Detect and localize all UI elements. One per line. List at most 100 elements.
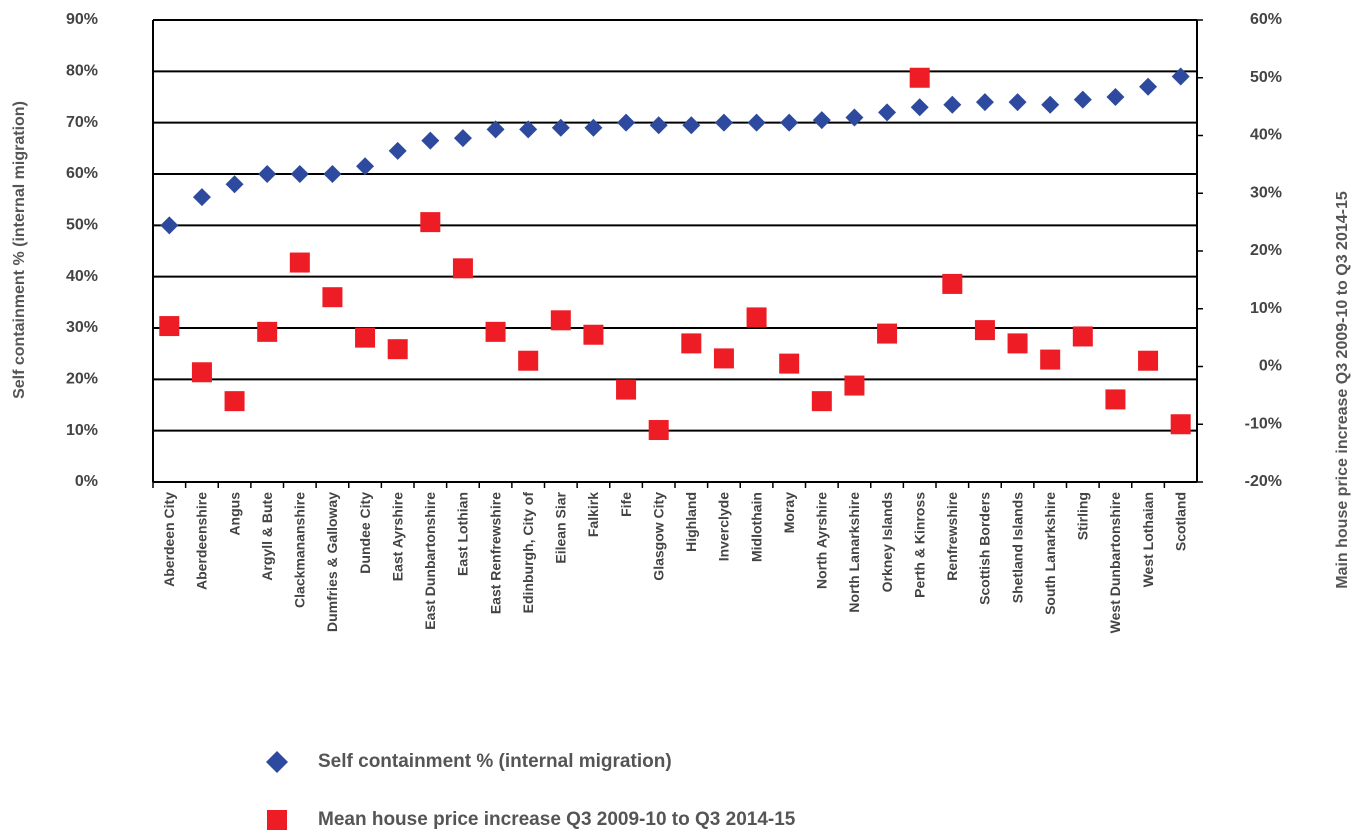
x-tick-label: Orkney Islands xyxy=(879,492,895,593)
diamond-marker xyxy=(1008,93,1027,112)
square-marker xyxy=(779,353,800,374)
diamond-marker xyxy=(780,113,799,132)
square-marker xyxy=(452,258,473,279)
y2-tick-label: 40% xyxy=(1250,127,1282,144)
square-marker xyxy=(191,362,212,383)
x-tick-label: Moray xyxy=(781,492,797,533)
x-tick-label: Angus xyxy=(226,492,242,536)
y-tick-label: 30% xyxy=(66,319,98,336)
square-marker xyxy=(942,273,963,294)
square-marker xyxy=(420,212,441,233)
diamond-marker xyxy=(747,113,766,132)
x-tick-label: Highland xyxy=(683,492,699,552)
diamond-marker xyxy=(878,103,897,122)
diamond-marker xyxy=(910,98,929,117)
legend-marker xyxy=(266,751,288,773)
x-tick-label: Argyll & Bute xyxy=(259,492,275,581)
legend-marker xyxy=(267,810,287,830)
diamond-marker xyxy=(551,118,570,137)
diamond-marker xyxy=(845,108,864,127)
diamond-marker xyxy=(943,95,962,114)
diamond-marker xyxy=(388,141,407,160)
x-tick-label: Clackmananshire xyxy=(292,492,308,608)
y-tick-label: 0% xyxy=(75,473,98,490)
diamond-marker xyxy=(584,118,603,137)
square-marker xyxy=(1105,389,1126,410)
y-tick-label: 10% xyxy=(66,422,98,439)
x-tick-label: Midlothain xyxy=(748,492,764,562)
y2-tick-label: 0% xyxy=(1259,358,1282,375)
square-marker xyxy=(746,307,767,328)
square-marker xyxy=(974,320,995,341)
square-marker xyxy=(550,310,571,331)
y-tick-label: 60% xyxy=(66,165,98,182)
diamond-marker xyxy=(486,120,505,139)
square-marker xyxy=(257,321,278,342)
square-marker xyxy=(877,323,898,344)
diamond-marker xyxy=(1041,95,1060,114)
square-marker xyxy=(485,321,506,342)
y2-tick-label: 10% xyxy=(1250,300,1282,317)
square-marker xyxy=(713,348,734,369)
x-tick-label: West Lothaian xyxy=(1140,492,1156,587)
diamond-marker xyxy=(453,129,472,148)
x-tick-label: East Renfrewshire xyxy=(487,492,503,614)
x-tick-label: Aberdeenshire xyxy=(194,492,210,590)
x-tick-label: Scottish Borders xyxy=(977,492,993,605)
y2-tick-label: -20% xyxy=(1245,473,1282,490)
y-tick-label: 40% xyxy=(66,268,98,285)
x-tick-label: Inverclyde xyxy=(716,492,732,561)
y-tick-label: 90% xyxy=(66,11,98,28)
y2-tick-label: -10% xyxy=(1245,415,1282,432)
diamond-marker xyxy=(649,116,668,135)
square-marker xyxy=(224,391,245,412)
square-marker xyxy=(1170,414,1191,435)
diamond-marker xyxy=(323,165,342,183)
diamond-marker xyxy=(160,216,179,235)
x-tick-label: Edinburgh, City of xyxy=(520,492,536,614)
x-tick-label: Glasgow City xyxy=(650,492,666,581)
x-tick-label: Falkirk xyxy=(585,492,601,537)
diamond-marker xyxy=(812,111,831,130)
diamond-marker xyxy=(356,157,375,176)
square-marker xyxy=(518,350,539,371)
square-marker xyxy=(1072,326,1093,347)
y-tick-label: 80% xyxy=(66,63,98,80)
square-marker xyxy=(1138,350,1159,371)
square-marker xyxy=(387,339,408,360)
x-tick-label: Eilean Siar xyxy=(553,491,569,563)
diamond-marker xyxy=(1139,77,1158,96)
y2-tick-label: 20% xyxy=(1250,242,1282,259)
diamond-marker xyxy=(1171,67,1190,86)
x-tick-label: West Dunbartonshire xyxy=(1107,492,1123,634)
square-marker xyxy=(355,327,376,348)
x-tick-label: North Lanarkshire xyxy=(846,492,862,613)
diamond-marker xyxy=(258,165,277,183)
diamond-marker xyxy=(1106,88,1125,106)
square-marker xyxy=(322,287,343,308)
diamond-marker xyxy=(714,113,733,132)
diamond-marker xyxy=(192,188,211,207)
x-tick-label: Perth & Kinross xyxy=(911,492,927,598)
diamond-marker xyxy=(519,120,538,139)
diamond-marker xyxy=(1073,90,1092,109)
diamond-marker xyxy=(682,116,701,135)
y-tick-label: 50% xyxy=(66,217,98,234)
x-tick-label: East Dunbartonshire xyxy=(422,492,438,630)
square-marker xyxy=(844,375,865,396)
diamond-marker xyxy=(617,113,636,132)
square-marker xyxy=(616,379,637,400)
square-marker xyxy=(1007,333,1028,354)
square-marker xyxy=(909,67,930,88)
square-marker xyxy=(1040,349,1061,370)
y2-tick-label: 60% xyxy=(1250,11,1282,28)
legend-label: Self containment % (internal migration) xyxy=(318,751,672,772)
y-tick-label: 70% xyxy=(66,114,98,131)
diamond-marker xyxy=(421,131,440,150)
diamond-marker xyxy=(290,165,309,183)
square-marker xyxy=(648,420,669,441)
diamond-marker xyxy=(975,93,994,112)
y2-tick-label: 50% xyxy=(1250,69,1282,86)
x-tick-label: South Lanarkshire xyxy=(1042,492,1058,615)
